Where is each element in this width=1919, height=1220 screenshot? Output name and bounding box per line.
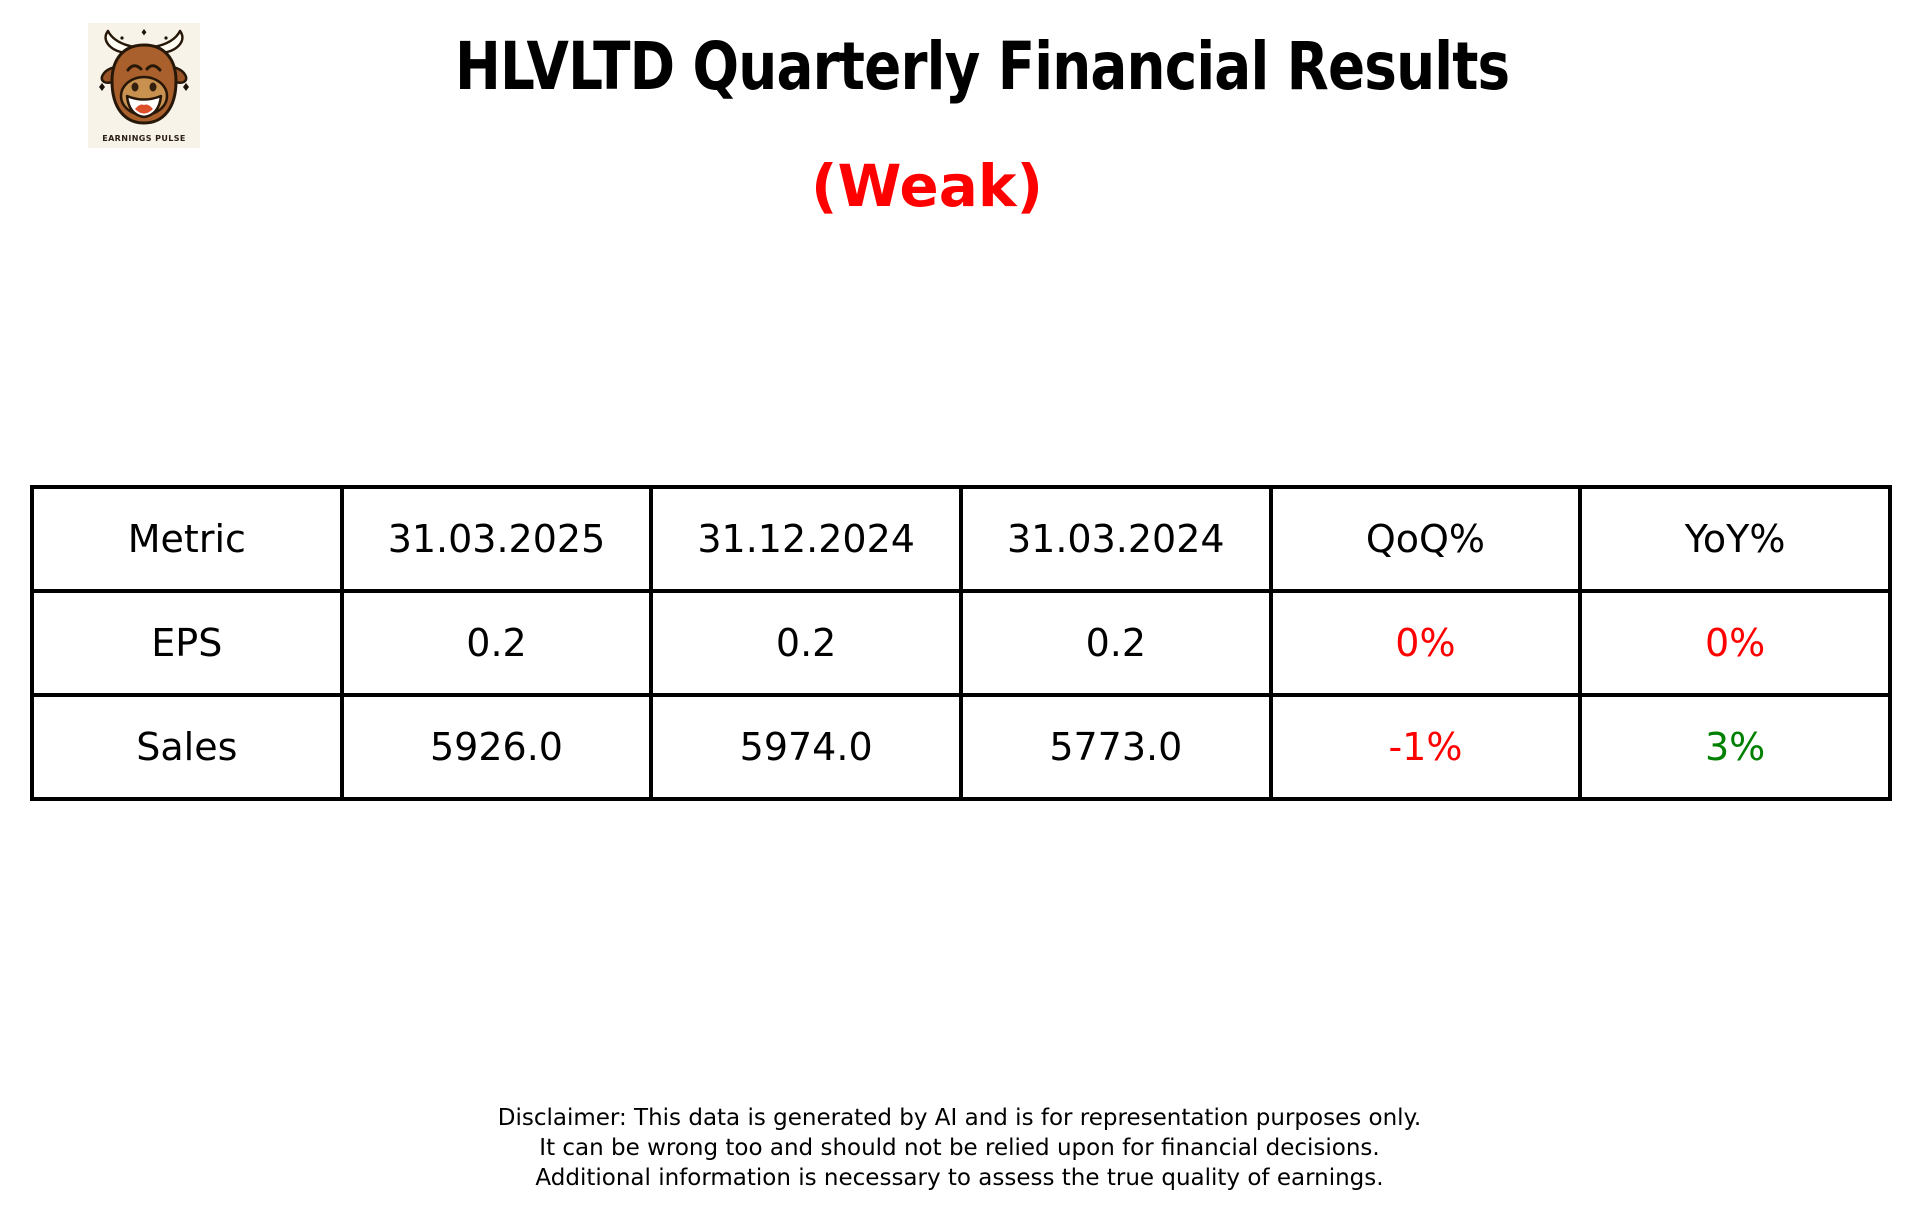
yoy-cell: 3% xyxy=(1578,693,1892,801)
column-header-qoq: QoQ% xyxy=(1268,485,1583,593)
disclaimer: Disclaimer: This data is generated by AI… xyxy=(0,1103,1919,1193)
value-cell: 5974.0 xyxy=(649,693,963,801)
yoy-cell: 0% xyxy=(1578,589,1892,697)
column-header-yoy: YoY% xyxy=(1578,485,1892,593)
column-header-metric: Metric xyxy=(30,485,344,593)
table-row-eps: EPS 0.2 0.2 0.2 0% 0% xyxy=(30,589,1892,697)
table-header-row: Metric 31.03.2025 31.12.2024 31.03.2024 … xyxy=(30,485,1892,593)
column-header-q1: 31.03.2025 xyxy=(339,485,654,593)
value-cell: 5926.0 xyxy=(339,693,654,801)
verdict-label: (Weak) xyxy=(811,152,1043,220)
value-cell: 0.2 xyxy=(958,589,1273,697)
value-cell: 0.2 xyxy=(339,589,654,697)
qoq-cell: -1% xyxy=(1268,693,1583,801)
disclaimer-line: It can be wrong too and should not be re… xyxy=(539,1135,1380,1161)
bull-icon xyxy=(88,23,200,148)
table-row-sales: Sales 5926.0 5974.0 5773.0 -1% 3% xyxy=(30,693,1892,801)
results-table: Metric 31.03.2025 31.12.2024 31.03.2024 … xyxy=(30,485,1892,801)
disclaimer-line: Disclaimer: This data is generated by AI… xyxy=(497,1105,1422,1131)
page-title: HLVLTD Quarterly Financial Results xyxy=(455,28,1510,105)
column-header-q2: 31.12.2024 xyxy=(649,485,963,593)
column-header-q3: 31.03.2024 xyxy=(958,485,1273,593)
metric-cell: Sales xyxy=(30,693,344,801)
qoq-cell: 0% xyxy=(1268,589,1583,697)
value-cell: 0.2 xyxy=(649,589,963,697)
logo-brand-text: EARNINGS PULSE xyxy=(102,134,186,143)
earnings-pulse-logo: EARNINGS PULSE xyxy=(88,23,200,148)
disclaimer-line: Additional information is necessary to a… xyxy=(535,1165,1384,1191)
value-cell: 5773.0 xyxy=(958,693,1273,801)
metric-cell: EPS xyxy=(30,589,344,697)
